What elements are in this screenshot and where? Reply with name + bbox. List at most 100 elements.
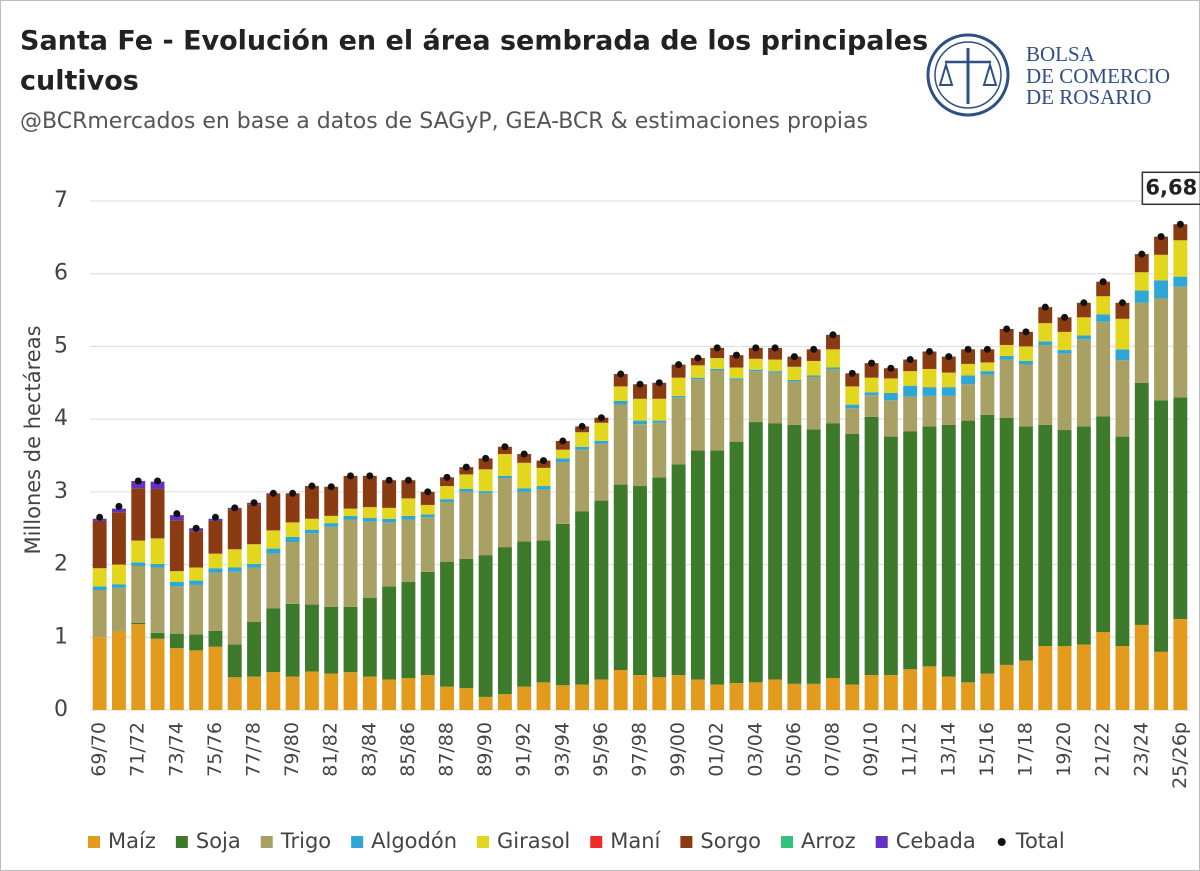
bar-segment: [440, 499, 454, 503]
bar-segment: [169, 586, 184, 634]
bar-segment: [1134, 272, 1149, 291]
bar-segment: [304, 533, 319, 605]
bar-segment: [92, 586, 107, 591]
total-dot: [559, 437, 567, 445]
bar-segment: [536, 489, 551, 541]
bar-segment: [1076, 317, 1091, 336]
bar-segment: [1057, 331, 1072, 351]
bar-segment: [478, 555, 493, 697]
total-dot: [790, 353, 798, 361]
bar-segment: [806, 349, 821, 361]
bar-segment: [806, 683, 821, 710]
x-tick-label: 73/74: [165, 722, 187, 777]
x-tick-label: 85/86: [397, 722, 419, 777]
legend-marker: [781, 836, 794, 848]
bar-segment: [613, 400, 628, 405]
bar-segment: [112, 564, 126, 585]
bar-segment: [941, 372, 956, 388]
bar-segment: [768, 371, 783, 373]
bar-segment: [729, 379, 744, 442]
total-dot: [713, 344, 721, 352]
bar-segment: [710, 684, 725, 710]
bar-segment: [401, 582, 416, 679]
bar-segment: [729, 367, 744, 379]
legend-label: Trigo: [280, 829, 331, 853]
bar-segment: [787, 683, 802, 710]
bar-segment: [1154, 236, 1168, 255]
bar-segment: [671, 364, 686, 378]
bar-segment: [266, 530, 281, 549]
legend-label: Girasol: [497, 829, 570, 853]
bar-segment: [941, 395, 956, 425]
bar-segment: [420, 491, 435, 505]
bar-segment: [594, 422, 609, 441]
total-dot: [964, 345, 972, 353]
bar-segment: [1173, 224, 1188, 241]
bar-segment: [633, 486, 647, 676]
bar-segment: [1038, 323, 1053, 342]
total-dot: [327, 483, 335, 491]
bar-segment: [362, 475, 377, 508]
bar-segment: [729, 378, 744, 380]
x-tick-label: 03/04: [744, 722, 766, 777]
bar-segment: [459, 488, 474, 492]
value-label: 6,68: [1145, 175, 1197, 199]
bar-segment: [729, 683, 744, 710]
bar-segment: [208, 646, 223, 710]
bar-segment: [961, 375, 976, 385]
bar-segment: [131, 566, 146, 623]
bar-segment: [189, 584, 204, 635]
total-dot: [732, 351, 740, 359]
bar-segment: [671, 397, 686, 465]
bar-segment: [285, 522, 300, 537]
bar-segment: [304, 486, 319, 519]
bar-segment: [324, 526, 339, 607]
total-dot: [906, 356, 914, 364]
bar-segment: [517, 462, 532, 489]
bar-segment: [826, 678, 840, 710]
bar-segment: [922, 395, 937, 427]
logo-ring: [934, 41, 1002, 109]
bar-segment: [1019, 364, 1033, 427]
bar-segment: [401, 519, 416, 583]
bar-segment: [266, 494, 281, 531]
bar-segment: [517, 686, 532, 710]
bar-segment: [671, 395, 686, 398]
legend-label: Maíz: [108, 829, 156, 853]
bar-segment: [459, 491, 474, 559]
bar-segment: [150, 638, 165, 710]
bar-segment: [787, 356, 802, 367]
bar-segment: [150, 488, 165, 539]
legend-marker: [875, 836, 888, 848]
bar-segment: [1115, 436, 1130, 647]
total-dot: [1022, 328, 1030, 336]
bar-segment: [1154, 298, 1168, 401]
total-dot: [771, 344, 779, 352]
x-tick-label: 05/06: [783, 722, 805, 777]
bar-segment: [1154, 254, 1168, 281]
bar-segment: [806, 360, 821, 376]
bar-segment: [440, 502, 454, 562]
bar-segment: [150, 481, 165, 489]
bar-segment: [92, 637, 107, 710]
bar-segment: [806, 376, 821, 430]
y-tick-label: 3: [54, 479, 68, 504]
bar-segment: [1038, 341, 1053, 345]
x-tick-label: 75/76: [204, 722, 226, 777]
bar-segment: [961, 682, 976, 710]
bar-segment: [961, 420, 976, 683]
bar-segment: [768, 423, 783, 680]
bar-segment: [710, 347, 725, 359]
bar-segment: [922, 426, 937, 667]
total-dot: [810, 345, 818, 353]
x-tick-label: 91/92: [513, 722, 535, 777]
y-tick-label: 0: [54, 697, 68, 722]
total-dot: [385, 476, 393, 484]
bar-segment: [1134, 254, 1149, 273]
bar-segment: [1173, 240, 1188, 277]
x-tick-label: 99/00: [667, 722, 689, 777]
bar-segment: [613, 404, 628, 485]
x-tick-label: 95/96: [590, 722, 612, 777]
bar-segment: [169, 520, 184, 572]
bar-segment: [903, 669, 918, 710]
